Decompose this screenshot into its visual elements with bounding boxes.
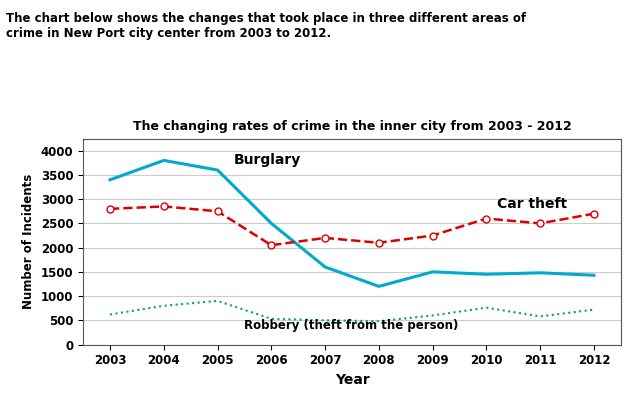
Text: Robbery (theft from the person): Robbery (theft from the person) (244, 319, 459, 332)
Y-axis label: Number of Incidents: Number of Incidents (22, 174, 35, 309)
Text: Car theft: Car theft (497, 197, 567, 211)
Title: The changing rates of crime in the inner city from 2003 - 2012: The changing rates of crime in the inner… (132, 120, 572, 133)
Text: Burglary: Burglary (234, 153, 301, 167)
X-axis label: Year: Year (335, 373, 369, 387)
Text: The chart below shows the changes that took place in three different areas of
cr: The chart below shows the changes that t… (6, 12, 527, 40)
